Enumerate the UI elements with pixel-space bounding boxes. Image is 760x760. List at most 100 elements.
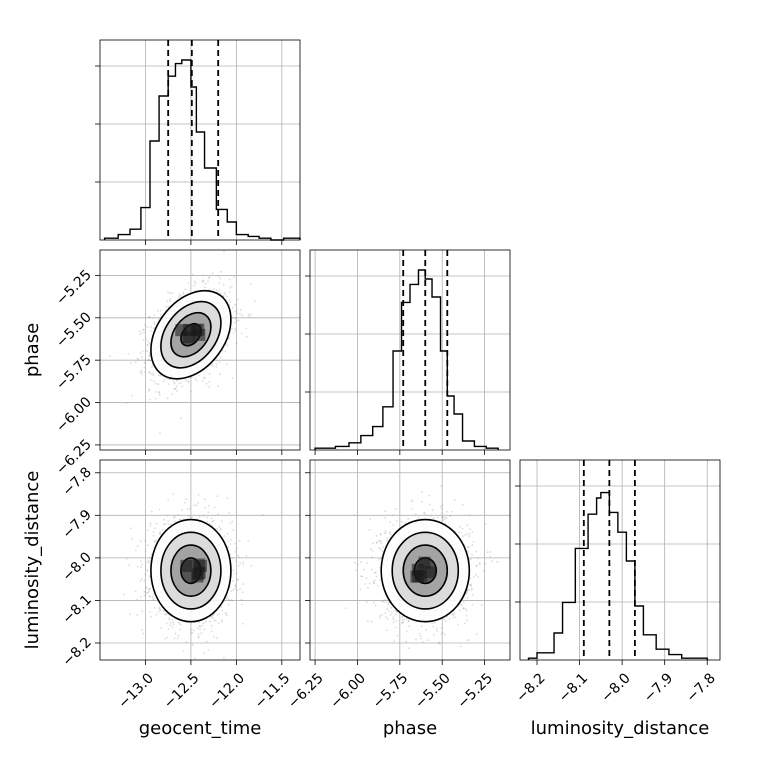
sample-point	[395, 619, 398, 622]
sample-point	[417, 516, 420, 519]
density-layer	[344, 485, 499, 650]
sample-point	[140, 370, 143, 372]
sample-point	[366, 562, 369, 565]
sample-point	[355, 569, 358, 572]
sample-point	[489, 555, 492, 558]
sample-point	[143, 366, 146, 369]
sample-point	[208, 386, 211, 388]
sample-point	[176, 637, 179, 640]
sample-point	[207, 511, 210, 514]
sample-point	[148, 611, 151, 614]
sample-point	[464, 534, 466, 536]
sample-point	[389, 614, 392, 616]
sample-point	[203, 376, 206, 379]
density-layer	[109, 250, 256, 435]
sample-point	[134, 361, 137, 363]
phase-y-tick-label: −5.25	[53, 267, 95, 309]
sample-point	[359, 588, 362, 591]
sample-point	[229, 286, 232, 289]
sample-point	[163, 518, 166, 521]
sample-point	[451, 614, 454, 616]
sample-point	[359, 561, 362, 564]
sample-point	[152, 598, 155, 600]
sample-point	[400, 622, 403, 624]
sample-point	[431, 622, 433, 625]
sample-point	[175, 387, 177, 390]
sample-point	[236, 319, 238, 322]
sample-point	[184, 288, 187, 291]
sample-point	[218, 526, 221, 528]
sample-point	[228, 599, 231, 602]
sample-point	[206, 516, 209, 519]
sample-point	[142, 328, 145, 331]
sample-point	[205, 620, 207, 623]
sample-point	[471, 544, 474, 547]
sample-point	[187, 380, 190, 382]
sample-point	[228, 603, 230, 606]
sample-point	[204, 286, 207, 289]
sample-point	[169, 622, 172, 624]
sample-point	[158, 532, 161, 534]
sample-point	[198, 636, 200, 638]
sample-point	[395, 520, 398, 522]
sample-point	[401, 618, 404, 621]
sample-point	[458, 531, 461, 534]
sample-point	[162, 610, 165, 612]
sample-point	[152, 317, 155, 319]
sample-point	[155, 613, 158, 616]
sample-point	[203, 652, 206, 655]
sample-point	[167, 628, 170, 630]
sample-point	[386, 539, 388, 542]
sample-point	[232, 580, 234, 582]
sample-point	[168, 617, 171, 620]
sample-point	[232, 589, 235, 591]
sample-point	[229, 543, 232, 545]
sample-point	[466, 609, 468, 612]
sample-point	[443, 618, 445, 621]
sample-point	[230, 539, 232, 541]
sample-point	[468, 533, 471, 535]
sample-point	[367, 586, 369, 589]
sample-point	[191, 643, 194, 646]
sample-point	[204, 506, 207, 509]
sample-point	[145, 586, 148, 588]
sample-point	[379, 548, 382, 551]
luminosity_distance-x-tick-label: −7.9	[641, 670, 676, 705]
sample-point	[194, 282, 197, 285]
sample-point	[174, 521, 176, 523]
sample-point	[223, 292, 226, 294]
sample-point	[144, 359, 147, 362]
sample-point	[387, 609, 390, 612]
sample-point	[240, 332, 243, 335]
sample-point	[195, 379, 198, 382]
sample-point	[154, 527, 157, 530]
sample-point	[464, 622, 466, 625]
sample-point	[239, 309, 242, 311]
sample-point	[247, 313, 250, 316]
sample-point	[171, 619, 174, 621]
sample-point	[208, 522, 211, 525]
sample-point	[193, 284, 196, 287]
sample-point	[373, 581, 376, 584]
sample-point	[392, 621, 395, 624]
sample-point	[235, 560, 238, 563]
sample-point	[230, 590, 233, 593]
sample-point	[234, 321, 237, 324]
sample-point	[462, 607, 465, 610]
sample-point	[147, 359, 149, 362]
sample-point	[129, 527, 132, 530]
sample-point	[139, 560, 142, 563]
sample-point	[228, 512, 231, 515]
sample-point	[466, 591, 469, 594]
luminosity_distance-y-tick-label: −8.0	[59, 549, 94, 584]
sample-point	[379, 579, 382, 581]
sample-point	[201, 280, 204, 282]
sample-point	[163, 612, 166, 615]
sample-point	[146, 560, 149, 563]
sample-point	[229, 301, 232, 303]
geocent_time-x-tick-label: −12.5	[161, 670, 203, 712]
sample-point	[407, 620, 410, 623]
sample-point	[189, 507, 192, 510]
sample-point	[470, 583, 472, 586]
sample-point	[234, 584, 237, 587]
